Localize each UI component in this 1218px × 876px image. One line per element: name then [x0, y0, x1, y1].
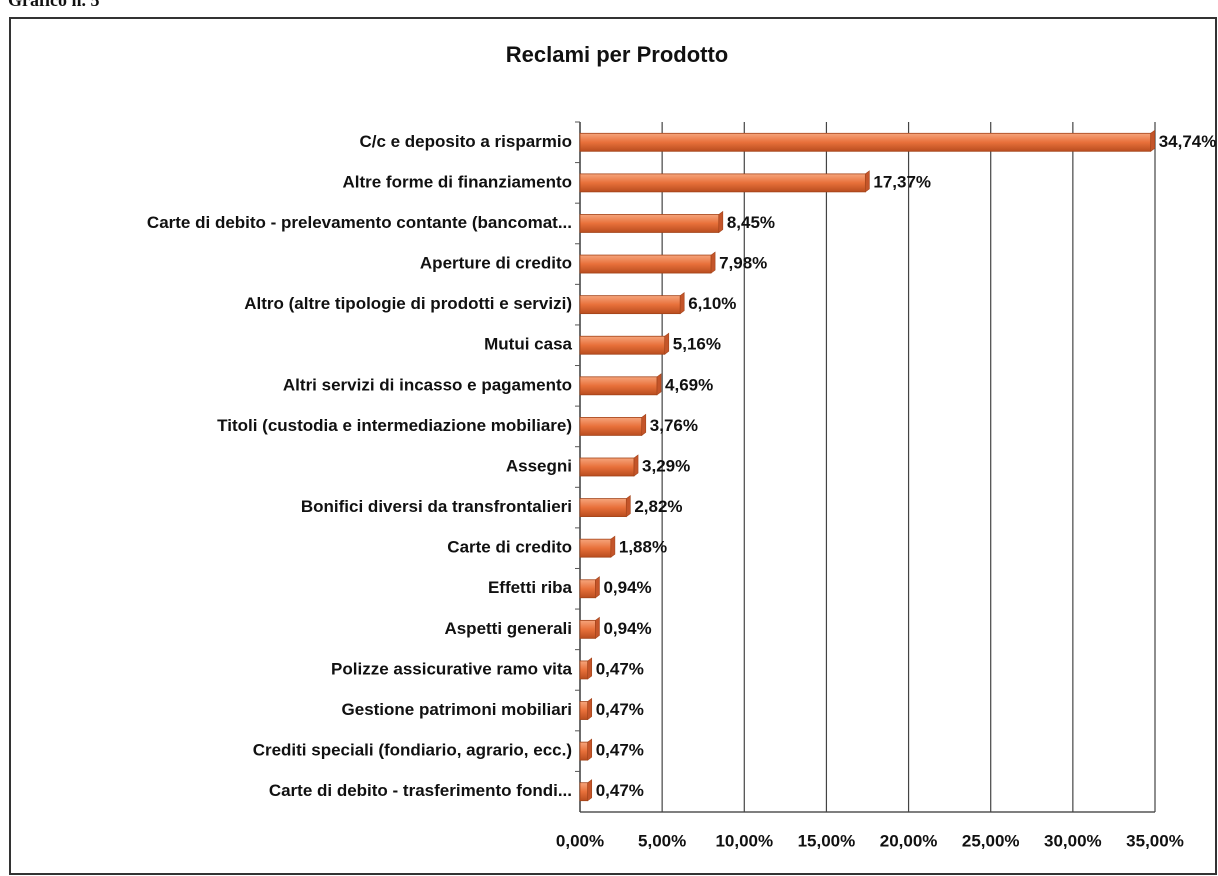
- value-label: 0,47%: [596, 781, 644, 800]
- bar: [579, 457, 635, 477]
- y-tick-label: Effetti riba: [488, 578, 573, 597]
- y-tick-label: C/c e deposito a risparmio: [359, 132, 572, 151]
- bar: [579, 335, 666, 355]
- y-tick-label: Aspetti generali: [444, 619, 572, 638]
- bar-end: [679, 292, 685, 315]
- bar: [579, 741, 589, 761]
- x-tick-label: 35,00%: [1126, 831, 1184, 850]
- value-label: 5,16%: [673, 335, 721, 354]
- bar-end: [595, 616, 600, 639]
- y-tick-label: Carte di debito - trasferimento fondi...: [269, 781, 572, 800]
- y-tick-label: Assegni: [506, 456, 572, 475]
- x-tick-label: 25,00%: [962, 831, 1020, 850]
- y-tick-label: Crediti speciali (fondiario, agrario, ec…: [253, 741, 572, 760]
- bar-end: [587, 697, 593, 721]
- bar: [579, 376, 658, 396]
- value-label: 6,10%: [688, 294, 736, 313]
- y-tick-label: Altri servizi di incasso e pagamento: [283, 375, 572, 394]
- y-tick-label: Aperture di credito: [420, 254, 572, 273]
- bar: [579, 295, 681, 315]
- bar: [579, 254, 712, 274]
- bar: [579, 498, 627, 517]
- bar: [579, 538, 612, 558]
- x-tick-label: 0,00%: [556, 831, 604, 850]
- bar-end: [641, 413, 647, 437]
- x-tick-label: 5,00%: [638, 831, 686, 850]
- bar-end: [626, 494, 631, 518]
- bar-end: [656, 373, 662, 396]
- y-tick-label: Carte di credito: [447, 538, 572, 557]
- y-tick-label: Bonifici diversi da transfrontalieri: [301, 497, 572, 516]
- bar-end: [1150, 129, 1156, 152]
- value-label: 2,82%: [634, 497, 682, 516]
- bar: [579, 782, 589, 802]
- bar-end: [664, 332, 670, 355]
- bar-end: [718, 210, 724, 234]
- y-tick-label: Titoli (custodia e intermediazione mobil…: [217, 416, 572, 435]
- x-tick-label: 10,00%: [715, 831, 773, 850]
- value-label: 8,45%: [727, 213, 775, 232]
- bar: [579, 132, 1152, 152]
- chart-title: Reclami per Prodotto: [506, 42, 728, 67]
- value-label: 0,94%: [603, 578, 651, 597]
- value-label: 17,37%: [873, 172, 931, 191]
- y-tick-label: Mutui casa: [484, 335, 572, 354]
- caption: Grafico n. 5: [8, 0, 100, 10]
- y-tick-label: Altre forme di finanziamento: [342, 172, 572, 191]
- bar-end: [595, 576, 600, 599]
- bar-end: [710, 251, 716, 274]
- bar-end: [587, 779, 593, 802]
- bar: [579, 214, 720, 233]
- x-tick-label: 15,00%: [798, 831, 856, 850]
- bar: [579, 701, 589, 720]
- chart-frame: [9, 17, 1217, 875]
- value-label: 4,69%: [665, 375, 713, 394]
- bar-end: [633, 454, 639, 477]
- bar-end: [587, 738, 593, 761]
- x-tick-label: 30,00%: [1044, 831, 1102, 850]
- y-tick-label: Polizze assicurative ramo vita: [331, 659, 572, 678]
- x-tick-label: 20,00%: [880, 831, 938, 850]
- value-label: 3,29%: [642, 456, 690, 475]
- y-tick-label: Gestione patrimoni mobiliari: [342, 700, 572, 719]
- value-label: 0,47%: [596, 659, 644, 678]
- value-label: 0,47%: [596, 700, 644, 719]
- bar-end: [610, 535, 616, 558]
- value-label: 0,94%: [603, 619, 651, 638]
- value-label: 0,47%: [596, 741, 644, 760]
- y-tick-label: Altro (altre tipologie di prodotti e ser…: [244, 294, 572, 313]
- bar: [579, 417, 643, 436]
- bar: [579, 660, 589, 680]
- value-label: 7,98%: [719, 254, 767, 273]
- bar: [579, 619, 596, 639]
- bar: [579, 173, 866, 193]
- y-tick-label: Carte di debito - prelevamento contante …: [147, 213, 572, 232]
- value-label: 3,76%: [650, 416, 698, 435]
- value-label: 1,88%: [619, 538, 667, 557]
- value-label: 34,74%: [1159, 132, 1217, 151]
- bar: [579, 579, 596, 599]
- bar-end: [587, 657, 593, 680]
- bar-end: [865, 170, 870, 193]
